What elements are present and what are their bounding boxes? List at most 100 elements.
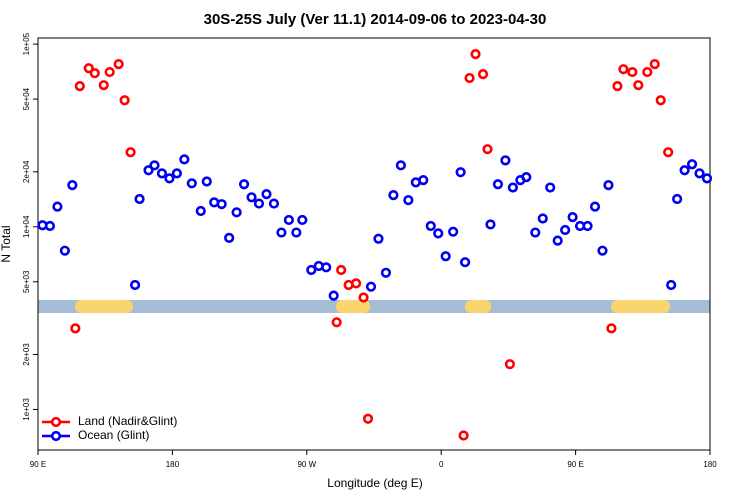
legend-label: Land (Nadir&Glint) xyxy=(78,414,177,428)
point xyxy=(642,66,653,78)
land-band xyxy=(611,300,670,313)
x-tick-label: 180 xyxy=(703,460,717,469)
y-tick-label: 1e+04 xyxy=(22,215,31,238)
point xyxy=(253,198,265,209)
point xyxy=(606,323,617,334)
point xyxy=(52,201,63,212)
legend-marker xyxy=(50,430,62,442)
point xyxy=(373,233,384,244)
point xyxy=(403,194,414,206)
point xyxy=(201,176,212,187)
land-band xyxy=(336,300,370,313)
surface-band xyxy=(38,300,710,313)
point xyxy=(216,199,227,210)
point xyxy=(582,220,593,232)
point xyxy=(655,95,666,106)
point xyxy=(186,178,197,189)
point xyxy=(500,155,511,166)
point xyxy=(336,264,347,276)
point xyxy=(537,213,548,224)
point xyxy=(331,317,342,328)
point xyxy=(686,159,698,170)
point xyxy=(246,192,257,203)
series xyxy=(37,154,713,301)
point xyxy=(268,198,280,209)
point xyxy=(440,251,451,262)
point xyxy=(44,220,56,232)
point xyxy=(59,245,70,256)
point xyxy=(321,262,332,273)
point xyxy=(291,227,302,238)
point xyxy=(98,80,109,91)
land-band xyxy=(75,300,133,313)
point xyxy=(297,214,308,226)
x-tick-label: 0 xyxy=(439,460,444,469)
point xyxy=(482,144,493,155)
point xyxy=(350,278,362,289)
point xyxy=(388,190,399,201)
point xyxy=(649,59,660,70)
point xyxy=(125,147,136,158)
point xyxy=(458,430,469,441)
point xyxy=(597,245,608,256)
series xyxy=(70,49,674,441)
point xyxy=(395,160,406,171)
point xyxy=(171,168,182,179)
point xyxy=(164,173,175,184)
land-band xyxy=(465,300,491,313)
point xyxy=(89,68,100,79)
point xyxy=(672,193,683,205)
point xyxy=(618,64,629,75)
chart-title: 30S-25S July (Ver 11.1) 2014-09-06 to 20… xyxy=(204,11,547,28)
point xyxy=(545,182,556,193)
point xyxy=(552,235,563,246)
point xyxy=(663,147,674,158)
y-tick-label: 2e+03 xyxy=(22,343,31,366)
point xyxy=(448,226,459,237)
point xyxy=(567,211,578,223)
point xyxy=(119,95,130,106)
ocean-band xyxy=(38,300,710,313)
point xyxy=(589,201,601,212)
point xyxy=(612,81,623,92)
legend-marker xyxy=(50,416,62,428)
point xyxy=(679,165,690,176)
point xyxy=(521,172,532,183)
point xyxy=(507,182,518,193)
y-tick-label: 1e+05 xyxy=(22,32,31,55)
point xyxy=(358,292,369,303)
y-tick-label: 5e+04 xyxy=(22,87,31,110)
point xyxy=(477,69,489,80)
point xyxy=(70,323,81,334)
x-tick-label: 90 E xyxy=(567,460,583,469)
point xyxy=(156,168,168,179)
point xyxy=(362,413,374,424)
point xyxy=(470,49,481,60)
point xyxy=(83,63,94,74)
point xyxy=(627,66,638,78)
point xyxy=(231,207,242,218)
point xyxy=(492,179,504,190)
point xyxy=(113,59,124,70)
point xyxy=(104,66,115,78)
point xyxy=(224,232,235,243)
point xyxy=(179,154,190,165)
x-tick-label: 180 xyxy=(166,460,180,469)
y-tick-label: 1e+03 xyxy=(22,398,31,421)
point xyxy=(276,227,287,238)
point xyxy=(530,227,541,238)
point xyxy=(455,167,466,178)
point xyxy=(504,359,515,370)
point xyxy=(459,257,471,268)
point xyxy=(238,179,250,190)
point xyxy=(328,290,339,301)
point xyxy=(666,279,677,291)
point xyxy=(425,220,436,232)
x-tick-label: 90 E xyxy=(30,460,46,469)
y-tick-label: 5e+03 xyxy=(22,270,31,293)
point xyxy=(129,279,141,291)
x-tick-label: 90 W xyxy=(297,460,316,469)
point xyxy=(74,81,85,92)
